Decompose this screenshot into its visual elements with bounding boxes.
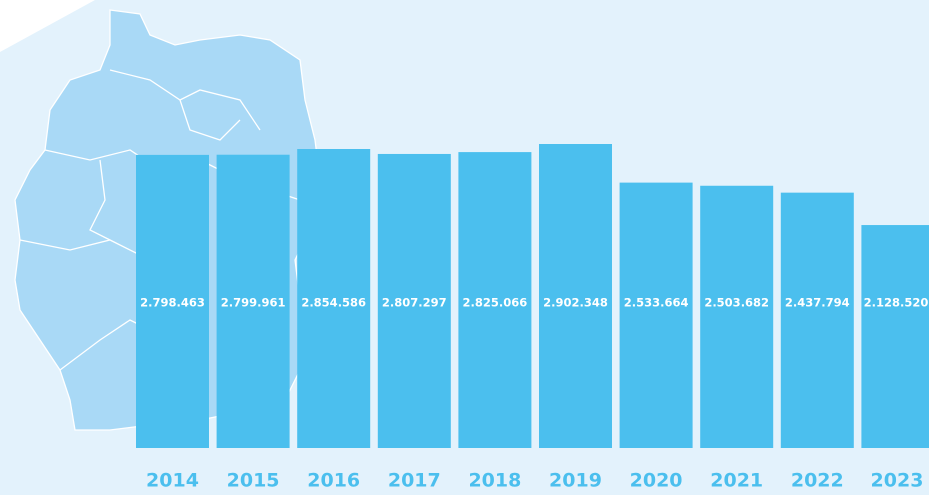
x-tick-label: 2016	[307, 470, 360, 492]
corner	[0, 0, 95, 52]
x-tick-label: 2022	[791, 470, 844, 492]
value-label: 2.825.066	[463, 296, 528, 310]
value-label: 2.902.348	[543, 296, 608, 310]
bar	[861, 225, 929, 448]
bar	[539, 144, 612, 448]
value-label: 2.798.463	[140, 296, 205, 310]
bar	[619, 182, 693, 448]
value-label: 2.437.794	[785, 296, 850, 310]
x-tick-label: 2015	[227, 470, 280, 492]
value-label: 2.799.961	[221, 296, 286, 310]
bar	[458, 152, 532, 448]
x-tick-label: 2020	[630, 470, 683, 492]
bar	[297, 149, 371, 448]
bar	[780, 192, 854, 448]
value-label: 2.807.297	[382, 296, 447, 310]
bar	[700, 185, 774, 448]
value-label: 2.854.586	[301, 296, 366, 310]
value-label: 2.533.664	[624, 296, 689, 310]
x-tick-label: 2017	[388, 470, 441, 492]
bar	[377, 153, 451, 448]
x-tick-label: 2021	[710, 470, 763, 492]
value-label: 2.503.682	[704, 296, 769, 310]
x-tick-label: 2014	[146, 470, 199, 492]
x-tick-label: 2023	[871, 470, 924, 492]
x-tick-label: 2019	[549, 470, 602, 492]
bar	[136, 154, 209, 448]
x-tick-label: 2018	[468, 470, 521, 492]
bar	[216, 154, 290, 448]
value-label: 2.128.520	[864, 296, 929, 310]
